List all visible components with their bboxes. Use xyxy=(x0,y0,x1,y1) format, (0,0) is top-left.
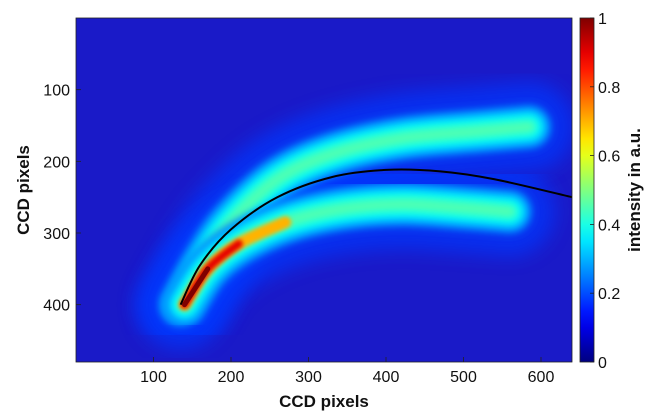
y-axis-ticks: 100 200 300 400 xyxy=(43,83,81,315)
arc-hot-peak xyxy=(182,266,211,308)
y-tick-label: 200 xyxy=(43,154,70,171)
y-tick-label: 100 xyxy=(43,83,70,100)
plot-area xyxy=(76,18,572,362)
colorbar-gradient xyxy=(579,17,595,363)
colorbar-tick-label: 1 xyxy=(598,11,607,28)
x-tick-label: 600 xyxy=(528,369,555,386)
colorbar-ticks: 0 0.2 0.4 0.6 0.8 1 xyxy=(590,11,620,372)
overlay-curve xyxy=(179,168,572,306)
x-tick-label: 400 xyxy=(373,369,400,386)
x-tick-label: 100 xyxy=(140,369,167,386)
colorbar-tick-label: 0.4 xyxy=(598,217,620,234)
x-axis-ticks: 100 200 300 400 500 600 xyxy=(140,357,554,386)
y-tick-label: 400 xyxy=(43,298,70,315)
plot-frame xyxy=(75,17,573,363)
colorbar-label: intensity in a.u. xyxy=(625,128,644,252)
colorbar-tick-label: 0.6 xyxy=(598,149,620,166)
colorbar: 0 0.2 0.4 0.6 0.8 1 intensity in a.u. xyxy=(579,11,644,372)
y-axis-label: CCD pixels xyxy=(14,145,33,235)
colorbar-tick-label: 0.8 xyxy=(598,80,620,97)
x-tick-label: 500 xyxy=(450,369,477,386)
x-tick-label: 200 xyxy=(218,369,245,386)
y-tick-label: 300 xyxy=(43,226,70,243)
colorbar-tick-label: 0.2 xyxy=(598,286,620,303)
x-axis-label: CCD pixels xyxy=(279,392,369,411)
x-tick-label: 300 xyxy=(295,369,322,386)
colorbar-tick-label: 0 xyxy=(598,355,607,372)
